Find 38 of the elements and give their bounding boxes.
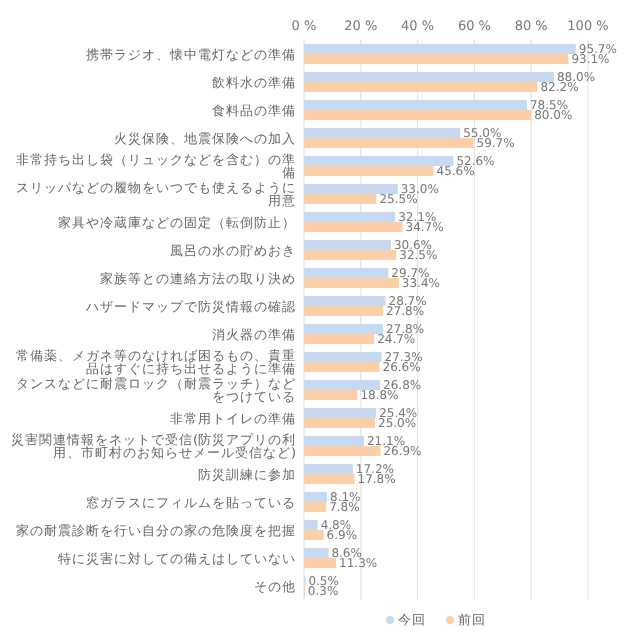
bar — [304, 380, 381, 390]
bar — [304, 362, 380, 372]
bar — [304, 418, 375, 428]
bar — [304, 222, 403, 232]
bar — [304, 446, 381, 456]
bar — [304, 128, 461, 138]
bar — [304, 464, 353, 474]
bar — [304, 502, 327, 512]
bar — [304, 352, 382, 362]
bar — [304, 72, 554, 82]
bar — [304, 166, 434, 176]
bar — [304, 240, 391, 250]
bar — [304, 324, 383, 334]
bar — [304, 334, 375, 344]
bar — [304, 194, 377, 204]
bar — [304, 100, 527, 110]
bar — [304, 474, 355, 484]
bar — [304, 520, 318, 530]
bar — [304, 184, 398, 194]
bar — [304, 156, 454, 166]
bar — [304, 212, 396, 222]
bar — [304, 44, 576, 54]
bar — [304, 558, 337, 568]
bar — [304, 296, 386, 306]
bar — [304, 408, 377, 418]
bar — [304, 390, 358, 400]
bar — [304, 250, 397, 260]
bar — [304, 306, 383, 316]
bar — [304, 530, 324, 540]
bar — [304, 82, 538, 92]
bar — [304, 138, 474, 148]
bar — [304, 278, 399, 288]
bar — [304, 54, 569, 64]
bar — [304, 548, 329, 558]
bar — [304, 110, 532, 120]
bar — [304, 436, 364, 446]
bar — [304, 492, 327, 502]
bar — [304, 268, 389, 278]
